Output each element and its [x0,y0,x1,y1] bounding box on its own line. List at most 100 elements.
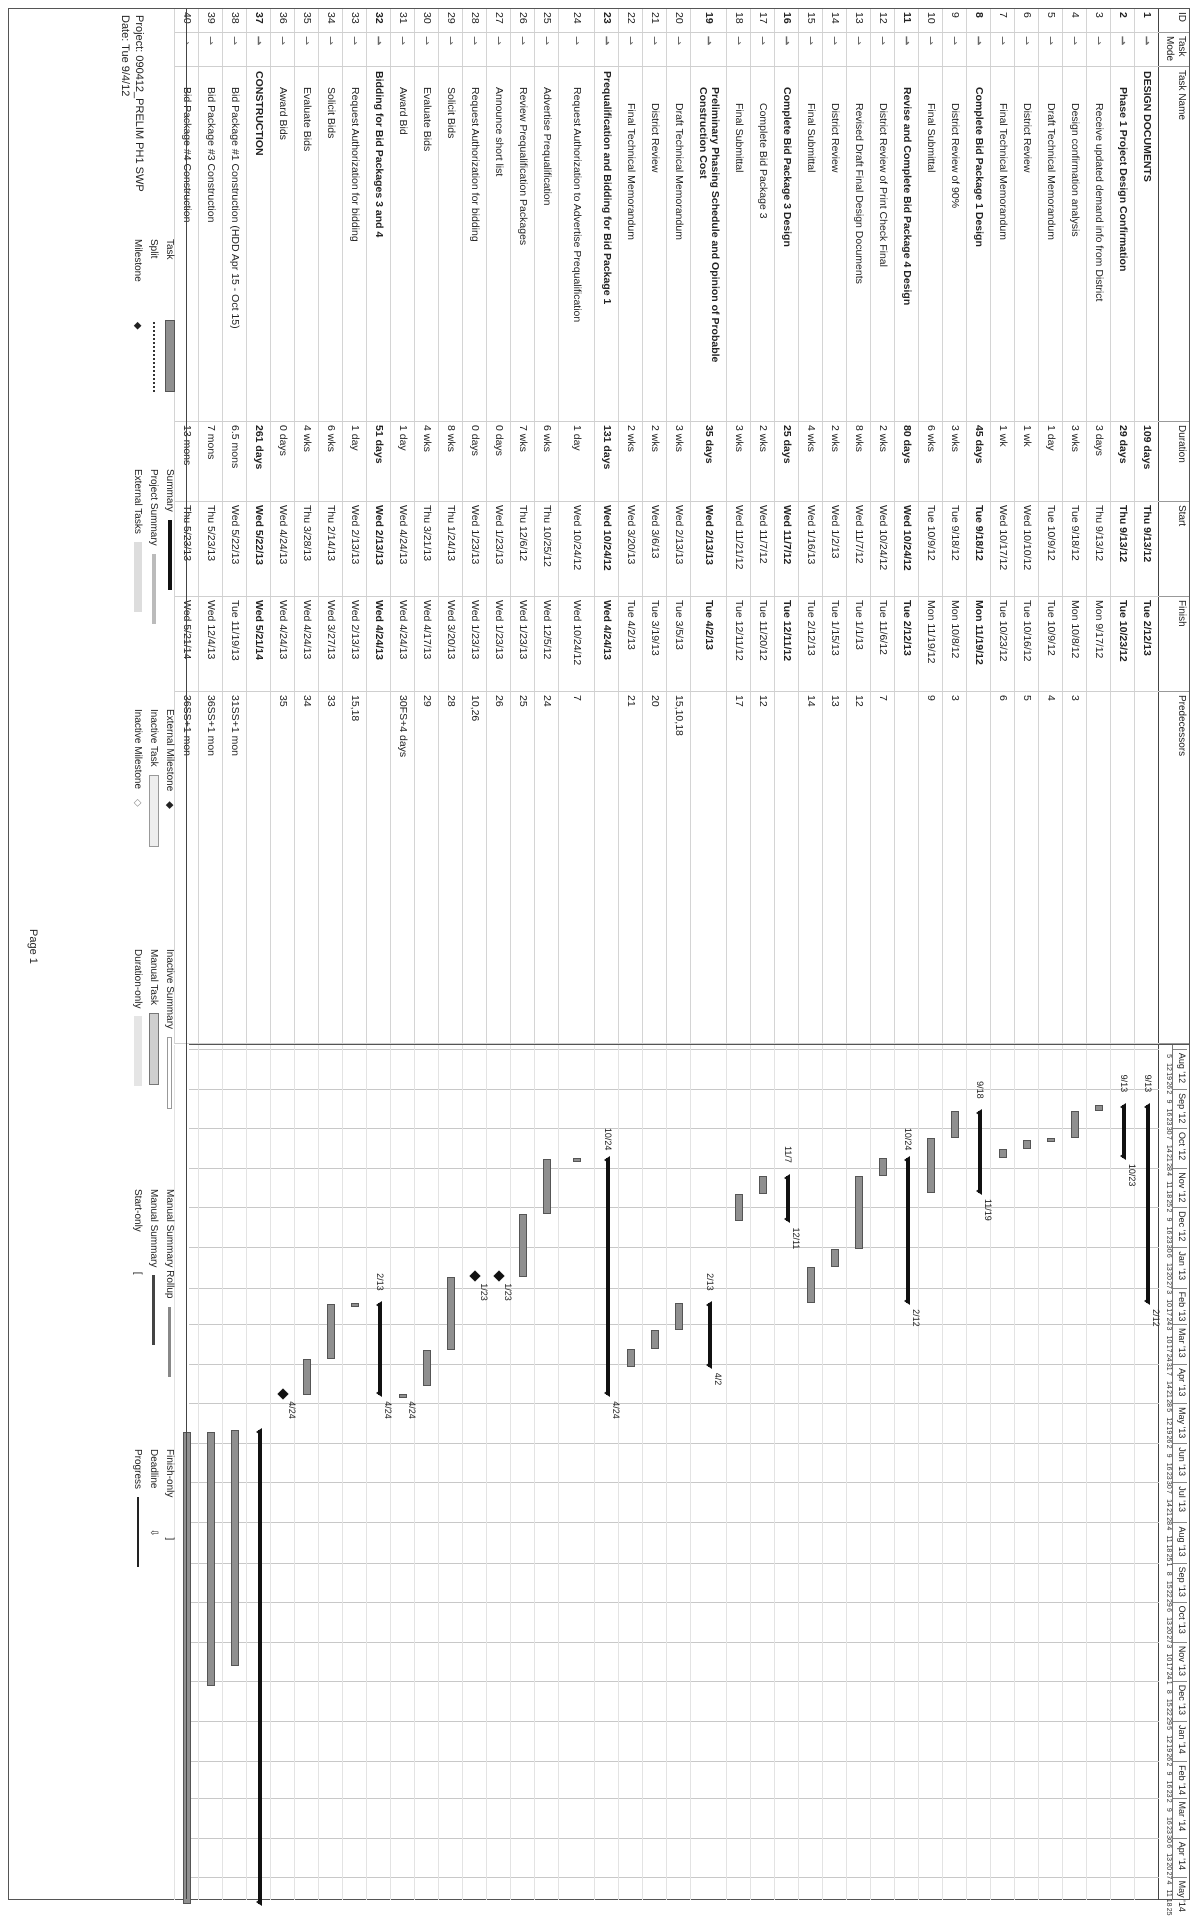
task-name: District Review [1015,67,1039,422]
legend-manual-summary-swatch [152,1275,156,1346]
table-row[interactable]: 21 ⇀ District Review 2 wks Wed 3/6/13 Tue 3/1… [642,9,667,1044]
table-row[interactable]: 23 ⇀ Prequalification and Bidding for Bid … [594,9,619,1044]
task-bar[interactable] [831,1248,839,1267]
task-bar[interactable] [1047,1138,1055,1143]
table-row[interactable]: 8 ⇀ Complete Bid Package 1 Design 45 days Tu… [966,9,991,1044]
row-gridline [594,1045,595,1900]
legend-manual-task-swatch [149,1012,159,1085]
summary-bar[interactable] [708,1303,712,1367]
row-gridline [870,1045,871,1900]
task-bar[interactable] [423,1349,431,1387]
task-bar[interactable] [651,1330,659,1349]
task-bar[interactable] [303,1358,311,1396]
summary-bar[interactable] [1122,1104,1126,1158]
table-row[interactable]: 18 ⇀ Final Submittal 3 wks Wed 11/21/12 Tue 1… [726,9,751,1044]
milestone-marker[interactable] [277,1388,289,1400]
task-bar[interactable] [399,1394,407,1398]
task-bar[interactable] [207,1431,215,1686]
table-row[interactable]: 10 ⇀ Final Submittal 6 wks Tue 10/9/12 Mon 11… [918,9,943,1044]
table-row[interactable]: 12 ⇀ District Review of Print Check Final 2… [870,9,895,1044]
table-row[interactable]: 38 ⇀ Bid Package #1 Construction (HDD Apr … [222,9,247,1044]
timeline-day: 29 [1165,1598,1172,1607]
task-bar[interactable] [951,1111,959,1139]
task-bar[interactable] [735,1194,743,1222]
task-bar[interactable] [519,1213,527,1278]
task-predecessors: 10,26 [463,692,487,1044]
task-duration: 29 days [1111,422,1135,502]
task-bar[interactable] [627,1348,635,1367]
task-start: Tue 9/18/12 [1063,502,1087,597]
task-id: 26 [511,9,535,33]
table-row[interactable]: 32 ⇀ Bidding for Bid Packages 3 and 4 51 da… [366,9,391,1044]
table-row[interactable]: 9 ⇀ District Review of 90% 3 wks Tue 9/18/12… [942,9,967,1044]
table-row[interactable]: 25 ⇀ Advertise Prequalification 6 wks Thu 10… [534,9,559,1044]
task-bar[interactable] [351,1303,359,1308]
task-bar[interactable] [927,1138,935,1193]
table-row[interactable]: 34 ⇀ Solicit Bids 6 wks Thu 2/14/13 Wed 3/27/… [318,9,343,1044]
task-bar[interactable] [1071,1111,1079,1139]
table-row[interactable]: 22 ⇀ Final Technical Memorandum 2 wks Wed 3/… [618,9,643,1044]
table-row[interactable]: 24 ⇀ Request Authorization to Advertise Pr… [558,9,595,1044]
table-row[interactable]: 28 ⇀ Request Authorization for bidding 0 da… [462,9,487,1044]
timeline-month: Aug '13 [1173,1522,1187,1557]
task-bar[interactable] [807,1266,815,1304]
task-duration: 3 wks [1063,422,1087,502]
timeline-day: 19 [1165,1744,1172,1753]
milestone-marker[interactable] [469,1270,481,1282]
task-bar[interactable] [879,1157,887,1177]
table-row[interactable]: 39 ⇀ Bid Package #3 Construction 7 mons Thu … [198,9,223,1044]
table-row[interactable]: 36 ⇀ Award Bids 0 days Wed 4/24/13 Wed 4/24/1… [270,9,295,1044]
summary-bar[interactable] [978,1111,982,1193]
summary-bar[interactable] [1146,1104,1150,1304]
summary-bar[interactable] [906,1157,910,1304]
table-row[interactable]: 6 ⇀ District Review 1 wk Wed 10/10/12 Tue 10/… [1014,9,1039,1044]
table-row[interactable]: 20 ⇀ Draft Technical Memorandum 3 wks Wed 2/… [666,9,691,1044]
task-mode-icon: ⇀ [751,33,775,67]
task-bar[interactable] [327,1304,335,1359]
summary-bar[interactable] [258,1430,262,1904]
summary-bar[interactable] [606,1157,610,1396]
task-bar[interactable] [675,1303,683,1331]
table-row[interactable]: 11 ⇀ Revise and Complete Bid Package 4 Des… [894,9,919,1044]
table-row[interactable]: 33 ⇀ Request Authorization for bidding 1 da… [342,9,367,1044]
task-bar[interactable] [447,1277,455,1350]
task-finish: Tue 11/6/12 [871,597,895,692]
table-row[interactable]: 26 ⇀ Review Prequalification Packages 7 wks… [510,9,535,1044]
table-row[interactable]: 4 ⇀ Design confirmation analysis 3 wks Tue 9… [1062,9,1087,1044]
table-row[interactable]: 2 ⇀ Phase 1 Project Design Confirmation 29 … [1110,9,1135,1044]
task-start: Wed 1/16/13 [799,502,823,597]
table-row[interactable]: 19 ⇀ Preliminary Phasing Schedule and Opin… [690,9,727,1044]
table-row[interactable]: 15 ⇀ Final Submittal 4 wks Wed 1/16/13 Tue 2/… [798,9,823,1044]
task-bar[interactable] [1095,1104,1103,1112]
table-row[interactable]: 16 ⇀ Complete Bid Package 3 Design 25 days W… [774,9,799,1044]
task-bar[interactable] [855,1176,863,1249]
timeline-day: 6 [1165,1253,1172,1258]
table-row[interactable]: 27 ⇀ Announce short list 0 days Wed 1/23/13 W… [486,9,511,1044]
table-row[interactable]: 7 ⇀ Final Technical Memorandum 1 wk Wed 10/1… [990,9,1015,1044]
table-row[interactable]: 1 ⇀ DESIGN DOCUMENTS 109 days Thu 9/13/12 Tue… [1134,9,1159,1044]
summary-bar[interactable] [786,1176,790,1222]
task-bar[interactable] [999,1148,1007,1158]
table-row[interactable]: 31 ⇀ Award Bid 1 day Wed 4/24/13 Wed 4/24/13 3… [390,9,415,1044]
task-bar[interactable] [573,1157,581,1162]
legend-col-3: External Milestone ◆ Inactive Task Inacti… [130,709,178,847]
table-row[interactable]: 35 ⇀ Evaluate Bids 4 wks Thu 3/28/13 Wed 4/24… [294,9,319,1044]
col-start-header: Start [1159,502,1189,597]
task-id: 32 [367,9,391,33]
task-id: 30 [415,9,439,33]
table-row[interactable]: 13 ⇀ Revised Draft Final Design Documents 8… [846,9,871,1044]
task-bar[interactable] [543,1159,551,1214]
table-row[interactable]: 37 ⇀ CONSTRUCTION 261 days Wed 5/22/13 Wed 5/… [246,9,271,1044]
summary-bar[interactable] [378,1303,382,1396]
table-row[interactable]: 30 ⇀ Evaluate Bids 4 wks Thu 3/21/13 Wed 4/17… [414,9,439,1044]
table-row[interactable]: 5 ⇀ Draft Technical Memorandum 1 day Tue 10/… [1038,9,1063,1044]
task-bar[interactable] [231,1430,239,1667]
task-predecessors: 4 [1039,692,1063,1044]
table-row[interactable]: 14 ⇀ District Review 2 wks Wed 1/2/13 Tue 1/1… [822,9,847,1044]
task-bar[interactable] [759,1176,767,1195]
table-row[interactable]: 29 ⇀ Solicit Bids 8 wks Thu 1/24/13 Wed 3/20/… [438,9,463,1044]
milestone-marker[interactable] [493,1270,505,1282]
task-bar[interactable] [1023,1139,1031,1149]
table-row[interactable]: 3 ⇀ Receive updated demand info from Distr… [1086,9,1111,1044]
